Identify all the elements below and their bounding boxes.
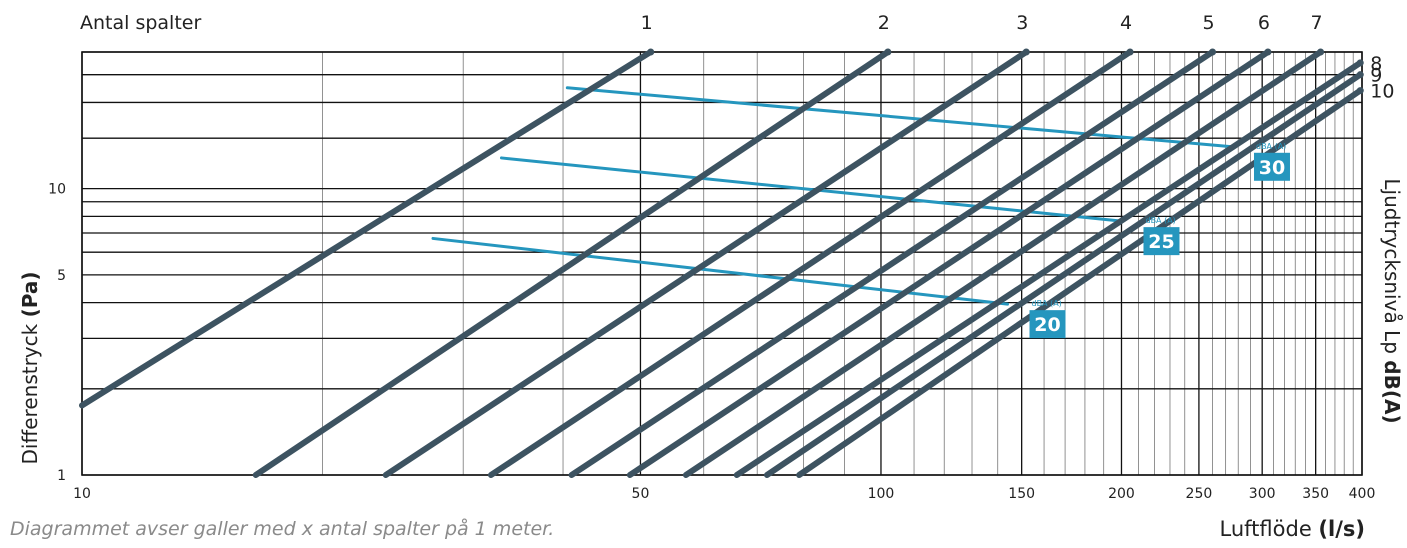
y-axis-label-left-unit: (Pa) <box>18 271 42 318</box>
series-label-4: 4 <box>1120 12 1132 34</box>
series-line-3 <box>382 49 1030 478</box>
y-axis-label-left: Differenstryck (Pa) <box>18 272 42 465</box>
x-tick-label: 250 <box>1186 486 1213 502</box>
x-tick-label: 50 <box>632 486 650 502</box>
sound-unit-label: dBA (A) <box>1145 216 1175 225</box>
x-axis-label-unit: (l/s) <box>1318 517 1365 541</box>
series-line-6 <box>626 49 1271 478</box>
series-end-dot <box>1126 48 1134 56</box>
plot-frame <box>81 51 1363 476</box>
series-label-7: 7 <box>1311 12 1323 34</box>
y-tick-label: 5 <box>57 268 66 284</box>
series-end-dot <box>1356 59 1364 67</box>
y-axis-label-right: Ljudtrycksnivå Lp dB(A) <box>1380 178 1404 423</box>
series-line-1 <box>79 49 654 409</box>
series-line-8 <box>733 59 1364 478</box>
y-axis-label-left-text: Differenstryck <box>18 317 42 465</box>
sound-line-20 <box>431 236 1009 306</box>
series-end-dot <box>1264 48 1272 56</box>
x-axis-label-text: Luftflöde <box>1219 517 1319 541</box>
series-line-5 <box>568 49 1216 478</box>
series-end-dot <box>1317 48 1325 56</box>
y-axis-label-right-unit: dB(A) <box>1380 360 1404 424</box>
sound-badge <box>1029 310 1066 339</box>
sound-badge-label: 20 <box>1034 314 1060 336</box>
sound-badge <box>1253 152 1290 181</box>
x-axis-label: Luftflöde (l/s) <box>1220 517 1365 541</box>
series-line-9 <box>763 71 1364 478</box>
series-end-dot <box>647 48 655 56</box>
sound-badge <box>1143 227 1180 256</box>
x-tick-label: 100 <box>868 486 895 502</box>
sound-badge-label: 30 <box>1259 157 1285 179</box>
series-line-2 <box>252 49 891 478</box>
series-label-1: 1 <box>641 12 653 34</box>
sound-unit-label: dBA (A) <box>1256 142 1286 151</box>
x-tick-label: 150 <box>1008 486 1035 502</box>
series-label-8: 8 <box>1370 53 1382 75</box>
sound-level-lines <box>431 86 1234 306</box>
chart-title: Antal spalter <box>80 12 202 34</box>
pressure-lines <box>79 48 1364 478</box>
series-line-7 <box>682 49 1324 478</box>
x-tick-label: 350 <box>1302 486 1329 502</box>
series-label-6: 6 <box>1258 12 1270 34</box>
x-tick-label: 10 <box>73 486 91 502</box>
y-tick-label: 10 <box>48 182 66 198</box>
x-tick-label: 200 <box>1108 486 1135 502</box>
series-label-5: 5 <box>1202 12 1214 34</box>
x-tick-label: 400 <box>1349 486 1376 502</box>
y-axis-label-right-text: Ljudtrycksnivå Lp <box>1380 178 1404 361</box>
series-end-dot <box>1356 87 1364 95</box>
y-tick-label: 1 <box>57 468 66 484</box>
series-label-9: 9 <box>1370 65 1382 87</box>
series-label-2: 2 <box>878 12 890 34</box>
sound-unit-label: dBA (A) <box>1031 299 1061 308</box>
series-end-dot <box>884 48 892 56</box>
series-end-dot <box>1356 71 1364 79</box>
series-label-3: 3 <box>1016 12 1028 34</box>
footnote: Diagrammet avser galler med x antal spal… <box>10 518 555 540</box>
sound-badge-label: 25 <box>1148 231 1174 253</box>
sound-line-25 <box>499 156 1123 223</box>
series-end-dot <box>1022 48 1030 56</box>
series-end-dot <box>1209 48 1217 56</box>
series-line-4 <box>487 49 1134 478</box>
chart-labels: 10 50 100 150 200 250 300 350 400 1 5 10 dBA (A) 20 dB… <box>48 12 1394 502</box>
series-label-10: 10 <box>1370 81 1394 103</box>
sound-line-30 <box>565 86 1234 149</box>
x-tick-label: 300 <box>1249 486 1276 502</box>
